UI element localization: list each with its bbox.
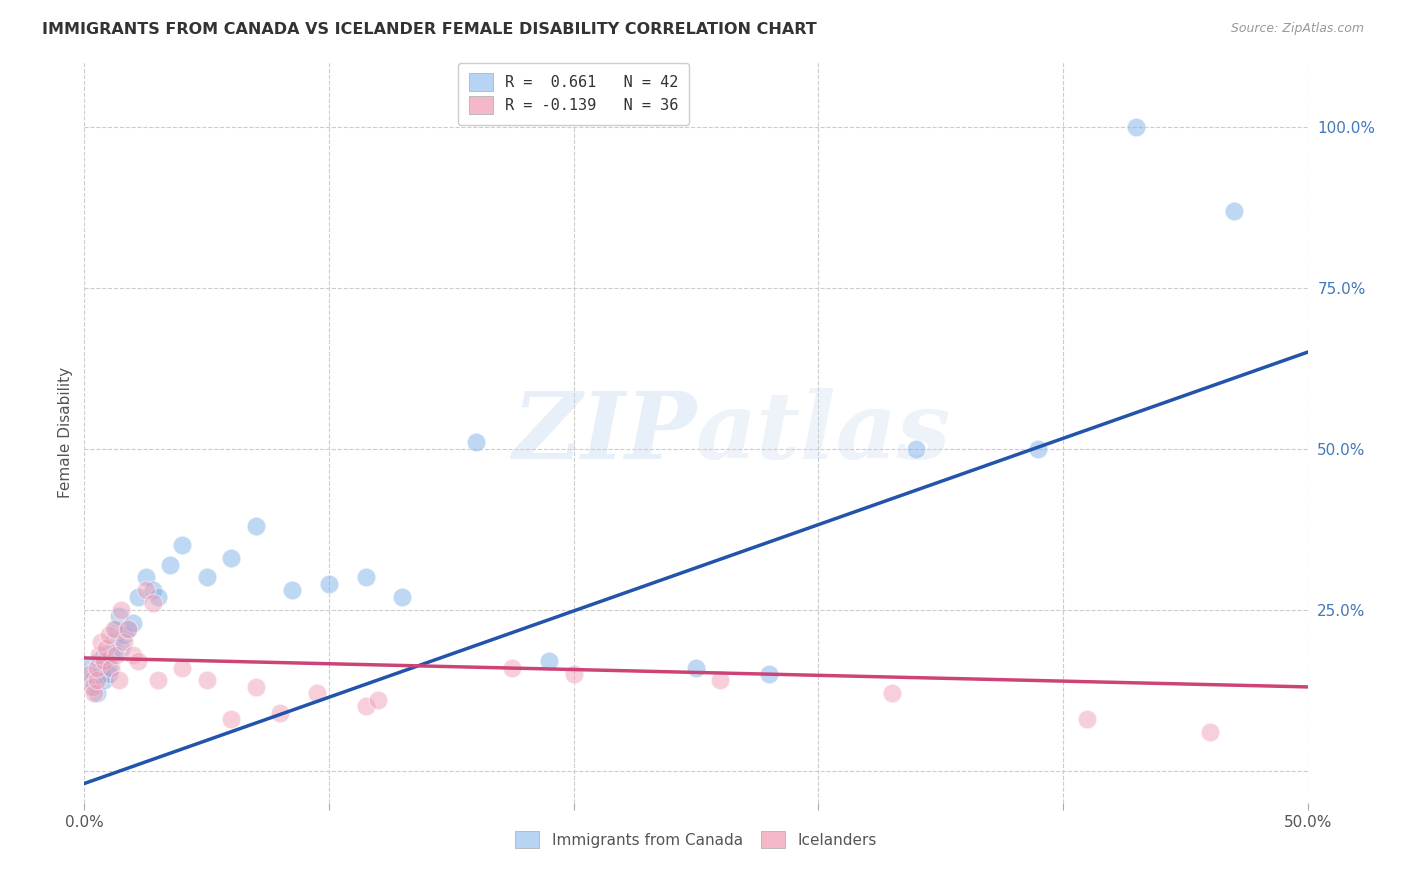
- Point: [758, 667, 780, 681]
- Point: [112, 628, 135, 642]
- Point: [87, 648, 110, 662]
- Text: atlas: atlas: [696, 388, 952, 477]
- Point: [97, 628, 120, 642]
- Point: [1028, 442, 1050, 456]
- Point: [354, 570, 377, 584]
- Point: [1198, 725, 1220, 739]
- Point: [90, 667, 112, 681]
- Text: IMMIGRANTS FROM CANADA VS ICELANDER FEMALE DISABILITY CORRELATION CHART: IMMIGRANTS FROM CANADA VS ICELANDER FEMA…: [42, 22, 817, 37]
- Point: [97, 667, 120, 681]
- Text: Source: ZipAtlas.com: Source: ZipAtlas.com: [1230, 22, 1364, 36]
- Point: [172, 538, 194, 552]
- Point: [159, 558, 181, 572]
- Point: [117, 622, 139, 636]
- Point: [110, 602, 132, 616]
- Point: [86, 660, 108, 674]
- Point: [103, 622, 125, 636]
- Point: [135, 583, 157, 598]
- Point: [97, 660, 120, 674]
- Point: [880, 686, 903, 700]
- Point: [538, 654, 561, 668]
- Point: [112, 635, 135, 649]
- Point: [318, 577, 340, 591]
- Point: [195, 570, 218, 584]
- Point: [245, 680, 267, 694]
- Point: [107, 673, 129, 688]
- Point: [269, 706, 291, 720]
- Point: [77, 667, 100, 681]
- Point: [80, 673, 103, 688]
- Legend: Immigrants from Canada, Icelanders: Immigrants from Canada, Icelanders: [509, 824, 883, 855]
- Point: [93, 648, 115, 662]
- Point: [110, 641, 132, 656]
- Point: [305, 686, 328, 700]
- Point: [709, 673, 731, 688]
- Point: [93, 654, 115, 668]
- Point: [87, 654, 110, 668]
- Point: [86, 686, 108, 700]
- Point: [96, 641, 118, 656]
- Point: [127, 654, 149, 668]
- Point: [96, 654, 118, 668]
- Point: [219, 712, 242, 726]
- Point: [219, 551, 242, 566]
- Point: [90, 635, 112, 649]
- Point: [83, 680, 105, 694]
- Text: ZIP: ZIP: [512, 388, 696, 477]
- Point: [105, 648, 128, 662]
- Point: [80, 680, 103, 694]
- Point: [77, 660, 100, 674]
- Point: [127, 590, 149, 604]
- Point: [90, 660, 112, 674]
- Point: [117, 622, 139, 636]
- Point: [1223, 203, 1246, 218]
- Y-axis label: Female Disability: Female Disability: [58, 367, 73, 499]
- Point: [146, 673, 169, 688]
- Point: [1125, 120, 1147, 134]
- Point: [103, 635, 125, 649]
- Point: [142, 596, 165, 610]
- Point: [391, 590, 413, 604]
- Point: [562, 667, 585, 681]
- Point: [146, 590, 169, 604]
- Point: [100, 648, 122, 662]
- Point: [107, 609, 129, 624]
- Point: [245, 519, 267, 533]
- Point: [354, 699, 377, 714]
- Point: [172, 660, 194, 674]
- Point: [281, 583, 304, 598]
- Point: [1076, 712, 1098, 726]
- Point: [367, 693, 389, 707]
- Point: [83, 686, 105, 700]
- Point: [86, 673, 108, 688]
- Point: [142, 583, 165, 598]
- Point: [685, 660, 707, 674]
- Point: [87, 667, 110, 681]
- Point: [122, 648, 145, 662]
- Point: [100, 660, 122, 674]
- Point: [905, 442, 928, 456]
- Point: [105, 622, 128, 636]
- Point: [502, 660, 524, 674]
- Point: [135, 570, 157, 584]
- Point: [93, 673, 115, 688]
- Point: [195, 673, 218, 688]
- Point: [464, 435, 486, 450]
- Point: [122, 615, 145, 630]
